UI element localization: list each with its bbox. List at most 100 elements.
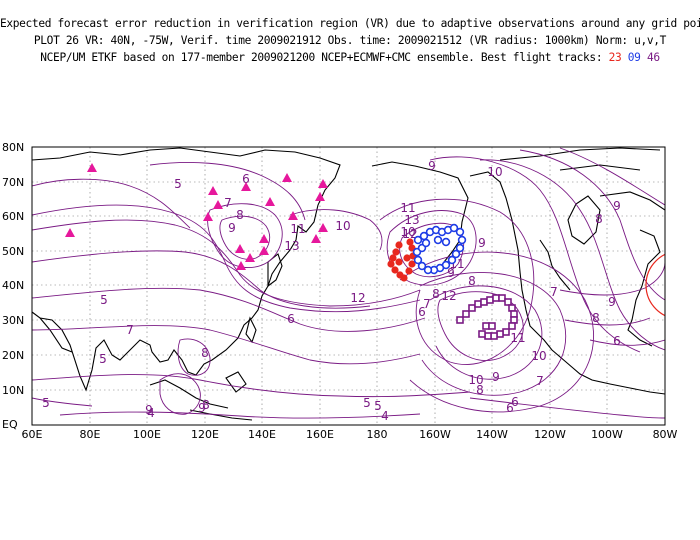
lat-label: 60N [2,210,24,223]
track-23-point [405,267,413,275]
contour-label: 8 [201,346,209,360]
lat-label: 70N [2,176,24,189]
contour-label: 8 [236,208,244,222]
lon-label: 100E [133,428,161,441]
triangle-marker [241,182,251,191]
contour-label: 5 [42,396,50,410]
triangle-marker [282,173,292,182]
track-46-point [478,330,486,338]
track-09-point [455,243,465,253]
lat-label: 50N [2,245,24,258]
triangle-marker [213,200,223,209]
contour-label: 5 [374,399,382,413]
contour-label: 10 [335,219,350,233]
contour-label: 6 [613,334,621,348]
contour-label: 12 [402,227,417,241]
contour-label: 8 [432,287,440,301]
track-23-point [395,258,403,266]
contour-label: 13 [284,239,299,253]
lon-label: 100W [591,428,623,441]
lat-label: 10N [2,384,24,397]
lon-label: 160E [306,428,334,441]
contour-label: 8 [595,212,603,226]
contour-label: 10 [400,225,415,239]
track-23-point [387,260,395,268]
lon-label: 80W [653,428,678,441]
track-46-label: 46 [646,51,660,64]
track-46-point [488,322,496,330]
flight-tracks [387,223,518,340]
track-09-point [417,261,427,271]
header-line-2: PLOT 26 VR: 40N, -75W, Verif. time 20090… [33,34,667,47]
track-46-point [490,332,498,340]
triangle-marker [311,234,321,243]
graticule [32,147,665,425]
triangle-marker [87,163,97,172]
track-23-point [392,248,400,256]
track-46-point [484,332,492,340]
contour-label: 13 [404,213,419,227]
triangle-marker [65,228,75,237]
lon-label: 80E [80,428,101,441]
triangle-marker [288,211,298,220]
track-46-point [502,328,510,336]
track-23-point [389,254,397,262]
track-46-point [480,298,488,306]
contour-label: 6 [242,172,250,186]
contour-label: 8 [476,383,484,397]
verification-region-circle [645,253,665,317]
lon-label: 140W [476,428,508,441]
triangle-marker [203,212,213,221]
contour-label: 10 [487,165,502,179]
triangle-marker [208,186,218,195]
track-46-point [456,316,464,324]
track-23-point [406,238,414,246]
track-23-point [391,266,399,274]
coastlines [32,147,665,421]
contour-label: 8 [468,274,476,288]
lon-label: 180 [367,428,388,441]
latitude-labels: 80N 70N 60N 50N 40N 30N 20N 10N EQ [2,141,24,431]
contour-label: 6 [506,401,514,415]
contour-label: 9 [228,221,236,235]
contour-label: 12 [441,289,456,303]
contour-label: 12 [350,291,365,305]
contour-label: 7 [550,285,558,299]
contour-label: 11 [400,201,415,215]
track-23-point [408,260,416,268]
track-46-point [508,322,516,330]
track-46-point [486,296,494,304]
lat-label: EQ [2,418,18,431]
track-23-point [403,254,411,262]
track-09-point [455,227,465,237]
track-46-point [474,300,482,308]
longitude-labels: 60E 80E 100E 120E 140E 160E 180 160W 140W 120W 100… [22,428,678,441]
contour-label: 8 [202,398,210,412]
header-line-3-text: NCEP/UM ETKF based on 177-member 2009021… [40,51,603,64]
contour-label: 5 [174,177,182,191]
track-46-point [508,304,516,312]
contour-label: 5 [363,396,371,410]
contour-label: 9 [608,295,616,309]
track-09-label: 09 [627,51,641,64]
contour-label: 7 [224,196,232,210]
triangle-marker [236,261,246,270]
track-09-point [451,249,461,259]
track-09-point [423,265,433,275]
track-09-point [433,235,443,245]
triangle-marker [315,192,325,201]
triangle-marker [265,197,275,206]
contour-label: 10 [531,349,546,363]
contour-label: 7 [423,297,431,311]
track-09-point [421,238,431,248]
contour-label: 5 [99,352,107,366]
contour-label: 9 [492,370,500,384]
track-09-point [449,223,459,233]
track-46-point [504,298,512,306]
lat-label: 40N [2,279,24,292]
contour-label: 5 [100,293,108,307]
lat-label: 20N [2,349,24,362]
lon-label: 120E [191,428,219,441]
map-frame [31,146,666,426]
